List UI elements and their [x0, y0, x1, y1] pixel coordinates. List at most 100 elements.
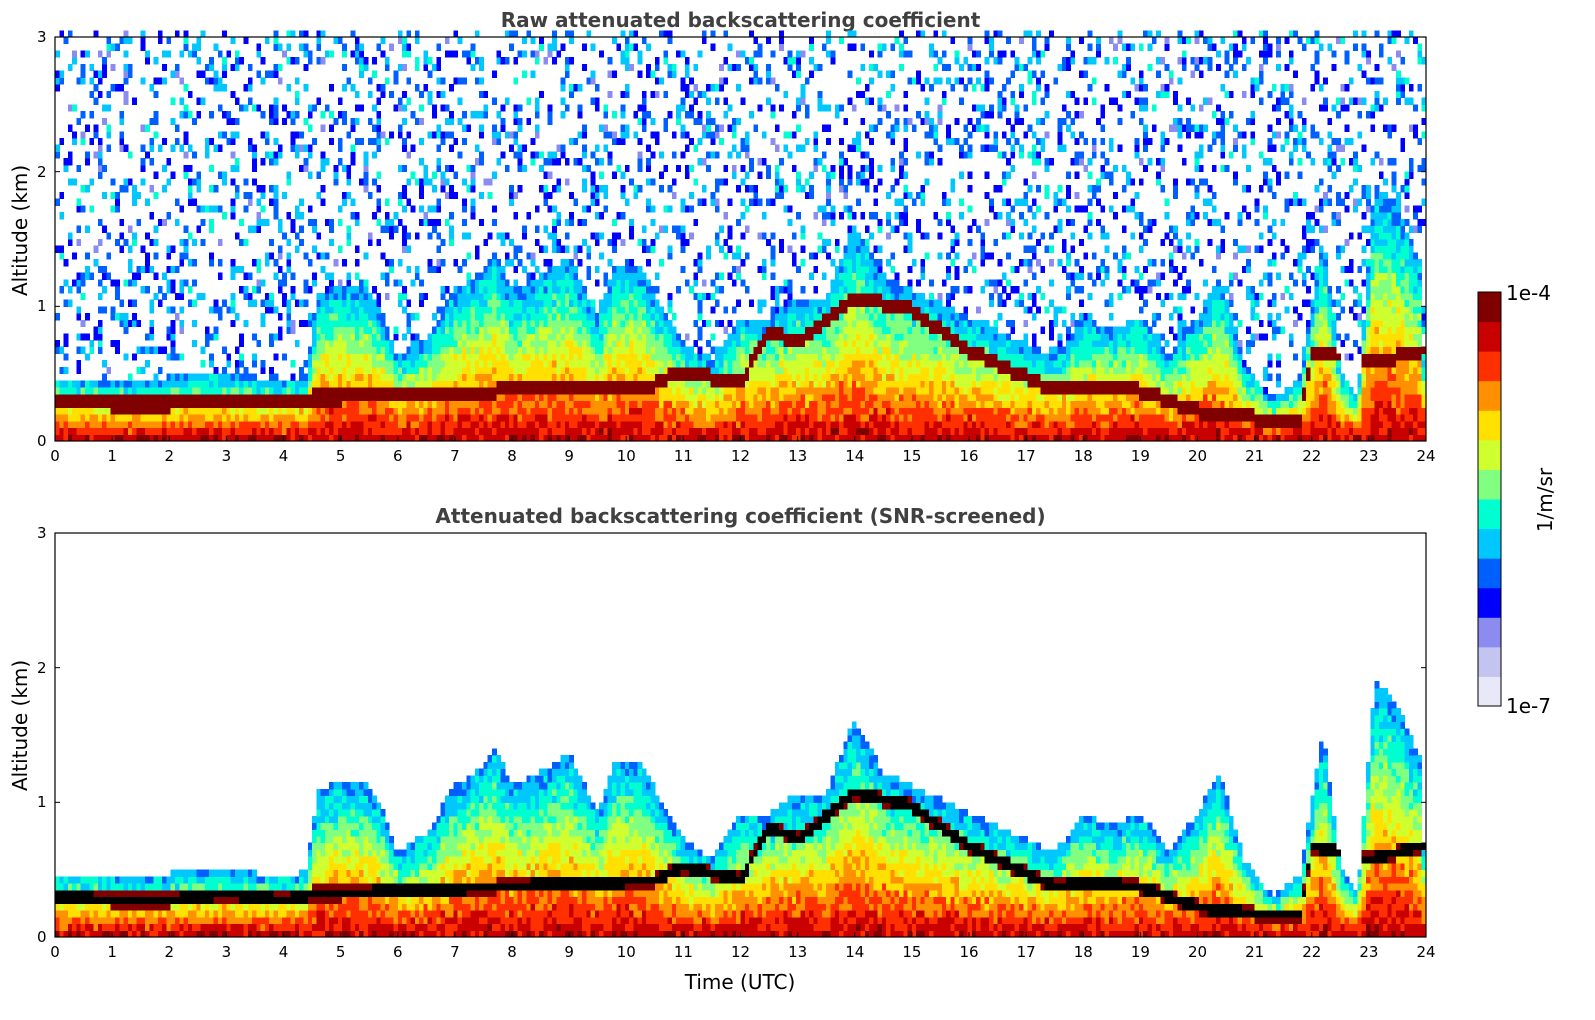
heatmap-cell — [560, 420, 566, 429]
heatmap-cell — [84, 434, 90, 442]
heatmap-cell — [774, 185, 780, 193]
heatmap-cell — [457, 434, 463, 442]
heatmap-cell — [462, 299, 467, 307]
heatmap-cell — [487, 407, 493, 415]
heatmap-cell — [517, 144, 523, 152]
heatmap-cell — [329, 50, 334, 58]
heatmap-cell — [736, 427, 741, 435]
heatmap-cell — [522, 299, 527, 307]
heatmap-cell — [466, 333, 472, 341]
heatmap-cell — [110, 434, 116, 442]
heatmap-cell — [367, 420, 373, 429]
heatmap-cell — [230, 265, 236, 274]
heatmap-cell — [329, 272, 334, 280]
heatmap-cell — [247, 63, 253, 72]
heatmap-cell — [731, 346, 737, 354]
heatmap-cell — [740, 279, 746, 287]
heatmap-cell — [504, 407, 510, 415]
heatmap-cell — [551, 292, 557, 301]
heatmap-cell — [787, 326, 793, 334]
heatmap-cell — [457, 286, 463, 294]
heatmap-cell — [127, 63, 133, 72]
heatmap-cell — [487, 373, 493, 381]
heatmap-cell — [594, 265, 600, 274]
heatmap-cell — [676, 111, 682, 119]
heatmap-cell — [457, 265, 463, 274]
heatmap-cell — [586, 245, 592, 253]
heatmap-cell — [791, 360, 797, 368]
heatmap-cell — [590, 178, 596, 186]
heatmap-cell — [474, 111, 480, 119]
heatmap-cell — [483, 393, 489, 402]
heatmap-cell — [72, 387, 77, 395]
heatmap-cell — [243, 239, 249, 247]
heatmap-cell — [620, 326, 626, 334]
heatmap-cell — [513, 265, 519, 274]
heatmap-cell — [654, 333, 660, 341]
heatmap-cell — [753, 50, 759, 58]
heatmap-cell — [453, 407, 459, 415]
heatmap-cells — [55, 30, 1427, 442]
heatmap-cell — [761, 373, 767, 381]
heatmap-cell — [247, 380, 253, 388]
heatmap-cell — [577, 84, 583, 92]
heatmap-cell — [312, 225, 317, 233]
heatmap-cell — [796, 387, 801, 395]
heatmap-cell — [89, 427, 95, 435]
heatmap-cell — [402, 245, 407, 253]
heatmap-cell — [564, 326, 570, 334]
heatmap-cell — [114, 286, 120, 294]
heatmap-cell — [324, 272, 330, 280]
heatmap-cell — [517, 50, 523, 58]
heatmap-cell — [307, 57, 313, 65]
heatmap-cell — [659, 353, 664, 361]
heatmap-cell — [89, 407, 95, 415]
heatmap-cell — [282, 353, 287, 361]
heatmap-cell — [693, 117, 699, 126]
heatmap-cell — [671, 373, 677, 381]
heatmap-cell — [689, 138, 694, 146]
heatmap-cell — [337, 97, 343, 105]
heatmap-cell — [320, 420, 326, 429]
heatmap-cell — [569, 218, 574, 227]
heatmap-cell — [269, 111, 274, 119]
heatmap-cell — [299, 387, 304, 395]
heatmap-cell — [611, 434, 617, 442]
heatmap-cell — [213, 414, 219, 422]
heatmap-cell — [676, 427, 682, 435]
heatmap-cell — [573, 346, 579, 354]
heatmap-cell — [504, 326, 510, 334]
heatmap-cell — [153, 380, 159, 388]
heatmap-cell — [594, 84, 600, 92]
heatmap-cell — [667, 299, 673, 307]
heatmap-cell — [213, 70, 219, 78]
heatmap-cell — [577, 346, 583, 354]
heatmap-cell — [252, 414, 257, 422]
heatmap-cell — [406, 265, 412, 274]
heatmap-cell — [590, 420, 596, 429]
heatmap-cell — [76, 279, 82, 287]
heatmap-cell — [522, 225, 527, 233]
heatmap-cell — [723, 340, 729, 348]
heatmap-cell — [72, 178, 77, 186]
heatmap-cell — [594, 279, 600, 287]
heatmap-cell — [479, 111, 484, 119]
heatmap-cell — [419, 178, 424, 186]
heatmap-cell — [59, 77, 65, 85]
heatmap-cell — [320, 30, 326, 38]
heatmap-cell — [736, 346, 741, 354]
heatmap-cell — [770, 313, 776, 321]
heatmap-cell — [84, 427, 90, 435]
heatmap-cell — [590, 333, 596, 341]
heatmap-cell — [706, 97, 712, 105]
heatmap-cell — [727, 198, 733, 206]
heatmap-cell — [796, 407, 801, 415]
heatmap-cell — [183, 245, 189, 253]
heatmap-cell — [187, 393, 193, 402]
heatmap-cell — [196, 373, 202, 381]
heatmap-cell — [453, 400, 459, 408]
heatmap-cell — [676, 420, 682, 429]
heatmap-cell — [701, 319, 707, 328]
heatmap-cell — [230, 205, 236, 213]
heatmap-cell — [350, 84, 356, 92]
